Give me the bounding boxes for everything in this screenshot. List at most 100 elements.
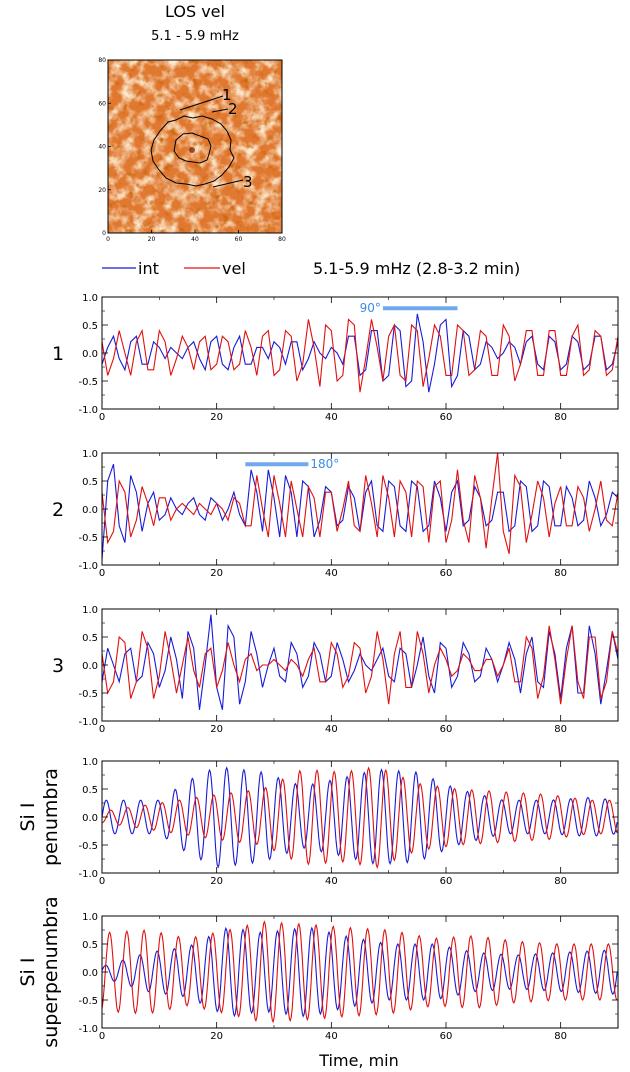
ytick-label: -0.5 — [78, 533, 98, 544]
ytick-label: 0.0 — [82, 661, 98, 672]
xtick-label: 40 — [325, 568, 338, 579]
map-ytick-label: 0 — [102, 230, 106, 237]
ytick-label: -0.5 — [78, 996, 98, 1007]
ytick-label: 0.5 — [82, 633, 98, 644]
ytick-label: -1.0 — [78, 717, 98, 728]
panel-label-line: Si I — [17, 958, 39, 987]
ytick-label: 1.0 — [82, 293, 98, 304]
map-xtick-label: 20 — [148, 236, 156, 243]
series-vel-line — [102, 625, 618, 705]
xtick-label: 20 — [210, 724, 223, 735]
ytick-label: 1.0 — [82, 449, 98, 460]
map-point-label-1: 1 — [222, 86, 232, 104]
series-int-line — [102, 313, 618, 393]
xtick-label: 80 — [554, 568, 567, 579]
ytick-label: 0.5 — [82, 477, 98, 488]
xtick-label: 20 — [210, 876, 223, 887]
panel-label: 2 — [52, 499, 64, 521]
phase-annotation-label: 180° — [310, 457, 339, 471]
ytick-label: -1.0 — [78, 1024, 98, 1035]
xtick-label: 40 — [325, 876, 338, 887]
xtick-label: 40 — [325, 1031, 338, 1042]
xtick-label: 60 — [440, 412, 453, 423]
map-title: LOS vel — [165, 2, 225, 21]
xtick-label: 20 — [210, 1031, 223, 1042]
timeseries-panels: 1.00.50.0-0.5-1.00 20 40 60 8090°11.00.50.0-… — [17, 293, 619, 1048]
map-pointer-1 — [179, 95, 224, 111]
series-int-line — [102, 926, 618, 1018]
map-contour-inner — [173, 132, 212, 164]
xtick-label: 0 — [99, 412, 105, 423]
map-contour-outer — [150, 115, 235, 187]
panel-label-line: Si I — [17, 803, 39, 832]
xtick-label: 0 — [99, 724, 105, 735]
series-vel-line — [102, 453, 618, 554]
map-pointer-2 — [211, 108, 229, 113]
ytick-label: -1.0 — [78, 561, 98, 572]
xtick-label: 0 — [99, 568, 105, 579]
map-xtick-label: 0 — [106, 236, 110, 243]
ytick-label: -0.5 — [78, 377, 98, 388]
panel-label: 3 — [52, 655, 64, 677]
xtick-label: 60 — [440, 1031, 453, 1042]
series-vel-line — [102, 766, 618, 870]
map-ytick-label: 20 — [98, 187, 106, 194]
series-vel-line — [102, 318, 618, 393]
xtick-label: 40 — [325, 412, 338, 423]
map-xtick-label: 80 — [278, 236, 286, 243]
panel-label-line: penumbra — [40, 768, 62, 866]
x-axis-label: Time, min — [318, 1051, 399, 1070]
map-ytick-label: 40 — [98, 144, 106, 151]
ytick-label: -0.5 — [78, 841, 98, 852]
map-point-label-3: 3 — [243, 173, 253, 191]
series-int-line — [102, 464, 618, 560]
xtick-label: 0 — [99, 876, 105, 887]
xtick-label: 80 — [554, 412, 567, 423]
series-int-line — [102, 614, 618, 710]
xtick-label: 20 — [210, 568, 223, 579]
series-vel-line — [102, 920, 618, 1024]
panel-frame — [101, 452, 619, 566]
ytick-label: 0.5 — [82, 321, 98, 332]
xtick-label: 60 — [440, 876, 453, 887]
xtick-label: 80 — [554, 724, 567, 735]
ytick-label: 0.0 — [82, 349, 98, 360]
map-ytick-label: 60 — [98, 100, 106, 107]
xtick-label: 20 — [210, 412, 223, 423]
phase-annotation-label: 90° — [360, 301, 381, 315]
xtick-label: 40 — [325, 724, 338, 735]
map-xtick-label: 60 — [235, 236, 243, 243]
xtick-label: 60 — [440, 568, 453, 579]
map-pointer-3 — [212, 179, 244, 188]
ytick-label: -1.0 — [78, 869, 98, 880]
series-int-line — [102, 766, 618, 869]
ytick-label: 0.0 — [82, 968, 98, 979]
ytick-label: 1.0 — [82, 912, 98, 923]
legend-vel-label: vel — [222, 259, 246, 278]
ytick-label: -1.0 — [78, 405, 98, 416]
ytick-label: 0.5 — [82, 940, 98, 951]
legend-int-label: int — [138, 259, 159, 278]
ytick-label: -0.5 — [78, 689, 98, 700]
xtick-label: 80 — [554, 876, 567, 887]
ytick-label: 0.0 — [82, 505, 98, 516]
map-axes: 0 20 40 60 80 0 20 40 60 80 — [98, 57, 286, 243]
panel-3: 1.0 0.5 0.0 -0.5 -1.00 20 40 60 80 3 — [52, 605, 619, 735]
map-subtitle: 5.1 - 5.9 mHz — [151, 29, 239, 44]
map-ytick-label: 80 — [98, 57, 106, 64]
xtick-label: 60 — [440, 724, 453, 735]
panel-frame — [101, 608, 619, 722]
frequency-label: 5.1-5.9 mHz (2.8-3.2 min) — [313, 259, 520, 278]
ytick-label: 1.0 — [82, 605, 98, 616]
map-panel: LOS vel 5.1 - 5.9 mHz 1 2 3 0 20 40 60 80 0 20… — [98, 2, 286, 243]
panel-label-line: superpenumbra — [40, 896, 62, 1047]
map-point-label-2: 2 — [228, 100, 238, 118]
panel-label: 1 — [52, 343, 64, 365]
ytick-label: 1.0 — [82, 757, 98, 768]
xtick-label: 0 — [99, 1031, 105, 1042]
ytick-label: 0.0 — [82, 813, 98, 824]
legend: int vel 5.1-5.9 mHz (2.8-3.2 min) — [102, 259, 520, 278]
